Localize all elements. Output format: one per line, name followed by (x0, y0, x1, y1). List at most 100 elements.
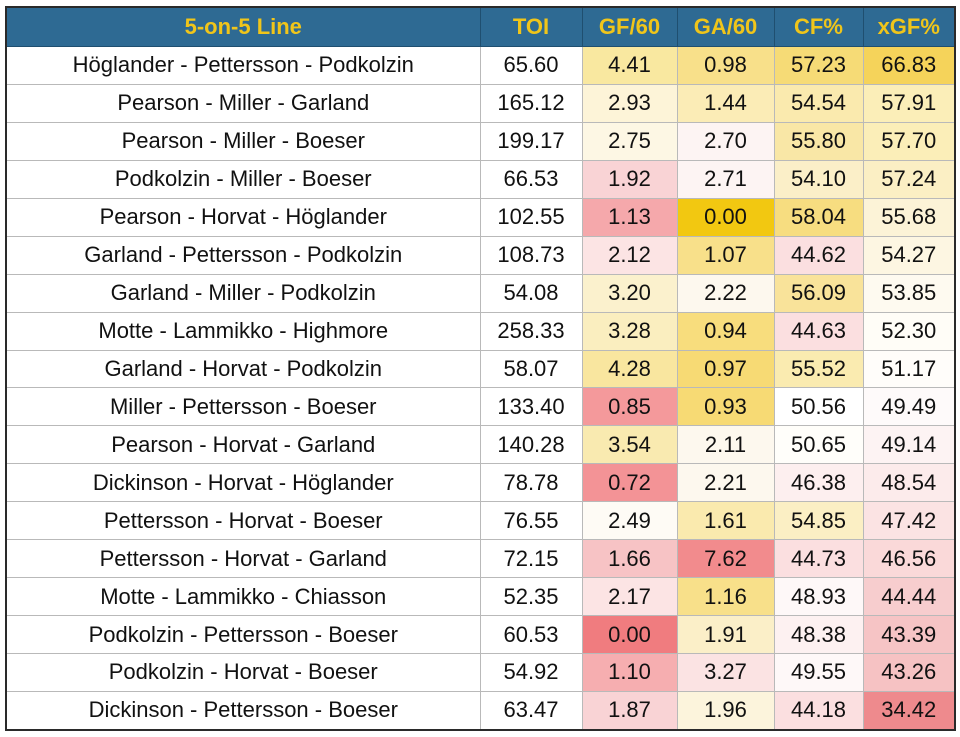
cf-cell: 44.62 (773, 235, 864, 275)
ga60-cell: 2.22 (676, 273, 775, 313)
table-row: Pearson - Miller - Garland 165.12 2.93 1.44… (5, 83, 956, 123)
table-row: Höglander - Pettersson - Podkolzin 65.60 4… (5, 46, 956, 85)
xgf-cell: 57.91 (862, 83, 956, 123)
toi-cell: 52.35 (479, 577, 583, 617)
xgf-cell: 44.44 (862, 577, 956, 617)
cf-cell: 54.85 (773, 501, 864, 541)
ga60-cell: 3.27 (676, 653, 775, 692)
toi-cell: 133.40 (479, 387, 583, 427)
ga60-cell: 1.16 (676, 577, 775, 617)
cf-cell: 44.63 (773, 311, 864, 351)
toi-cell: 60.53 (479, 615, 583, 654)
cf-cell: 50.56 (773, 387, 864, 427)
gf60-cell: 2.17 (581, 577, 678, 617)
ga60-cell: 1.61 (676, 501, 775, 541)
table-row: Podkolzin - Miller - Boeser 66.53 1.92 2.71… (5, 159, 956, 199)
line-cell: Garland - Miller - Podkolzin (5, 273, 481, 313)
ga60-cell: 2.71 (676, 159, 775, 199)
header-ga60: GA/60 (676, 6, 775, 47)
toi-cell: 65.60 (479, 46, 583, 85)
ga60-cell: 1.44 (676, 83, 775, 123)
cf-cell: 58.04 (773, 197, 864, 237)
gf60-cell: 0.00 (581, 615, 678, 654)
table-row: Garland - Miller - Podkolzin 54.08 3.20 2.2… (5, 273, 956, 313)
ga60-cell: 0.93 (676, 387, 775, 427)
line-cell: Garland - Pettersson - Podkolzin (5, 235, 481, 275)
gf60-cell: 3.28 (581, 311, 678, 351)
line-cell: Pettersson - Horvat - Garland (5, 539, 481, 579)
toi-cell: 76.55 (479, 501, 583, 541)
ga60-cell: 0.98 (676, 46, 775, 85)
ga60-cell: 2.11 (676, 425, 775, 465)
table-row: Pearson - Horvat - Garland 140.28 3.54 2.11… (5, 425, 956, 465)
toi-cell: 258.33 (479, 311, 583, 351)
gf60-cell: 3.54 (581, 425, 678, 465)
cf-cell: 56.09 (773, 273, 864, 313)
gf60-cell: 1.13 (581, 197, 678, 237)
toi-cell: 63.47 (479, 690, 583, 731)
toi-cell: 140.28 (479, 425, 583, 465)
gf60-cell: 4.28 (581, 349, 678, 389)
gf60-cell: 0.72 (581, 463, 678, 503)
line-stats-table: 5-on-5 Line TOI GF/60 GA/60 CF% xGF% Hög… (5, 6, 956, 731)
gf60-cell: 1.10 (581, 653, 678, 692)
xgf-cell: 43.39 (862, 615, 956, 654)
gf60-cell: 4.41 (581, 46, 678, 85)
line-cell: Dickinson - Pettersson - Boeser (5, 690, 481, 731)
ga60-cell: 0.94 (676, 311, 775, 351)
xgf-cell: 66.83 (862, 46, 956, 85)
table-row: Motte - Lammikko - Highmore 258.33 3.28 0.9… (5, 311, 956, 351)
gf60-cell: 2.75 (581, 121, 678, 161)
toi-cell: 54.08 (479, 273, 583, 313)
cf-cell: 50.65 (773, 425, 864, 465)
table-row: Pettersson - Horvat - Garland 72.15 1.66 7.… (5, 539, 956, 579)
xgf-cell: 52.30 (862, 311, 956, 351)
table-row: Dickinson - Horvat - Höglander 78.78 0.72 2… (5, 463, 956, 503)
line-cell: Höglander - Pettersson - Podkolzin (5, 46, 481, 85)
xgf-cell: 57.70 (862, 121, 956, 161)
ga60-cell: 0.00 (676, 197, 775, 237)
toi-cell: 78.78 (479, 463, 583, 503)
cf-cell: 44.73 (773, 539, 864, 579)
cf-cell: 49.55 (773, 653, 864, 692)
table-row: Pearson - Miller - Boeser 199.17 2.75 2.70 5… (5, 121, 956, 161)
gf60-cell: 3.20 (581, 273, 678, 313)
xgf-cell: 47.42 (862, 501, 956, 541)
toi-cell: 66.53 (479, 159, 583, 199)
cf-cell: 54.54 (773, 83, 864, 123)
table-row: Podkolzin - Pettersson - Boeser 60.53 0.00… (5, 615, 956, 654)
line-cell: Pearson - Horvat - Garland (5, 425, 481, 465)
table-row: Pearson - Horvat - Höglander 102.55 1.13 0.… (5, 197, 956, 237)
cf-cell: 57.23 (773, 46, 864, 85)
line-cell: Garland - Horvat - Podkolzin (5, 349, 481, 389)
table-row: Miller - Pettersson - Boeser 133.40 0.85 0.… (5, 387, 956, 427)
gf60-cell: 2.12 (581, 235, 678, 275)
gf60-cell: 2.93 (581, 83, 678, 123)
table-row: Garland - Horvat - Podkolzin 58.07 4.28 0.9… (5, 349, 956, 389)
cf-cell: 48.93 (773, 577, 864, 617)
xgf-cell: 49.14 (862, 425, 956, 465)
toi-cell: 108.73 (479, 235, 583, 275)
toi-cell: 58.07 (479, 349, 583, 389)
header-row: 5-on-5 Line TOI GF/60 GA/60 CF% xGF% (5, 6, 956, 47)
line-cell: Pearson - Miller - Garland (5, 83, 481, 123)
xgf-cell: 43.26 (862, 653, 956, 692)
gf60-cell: 1.66 (581, 539, 678, 579)
cf-cell: 54.10 (773, 159, 864, 199)
line-cell: Pearson - Miller - Boeser (5, 121, 481, 161)
ga60-cell: 2.21 (676, 463, 775, 503)
ga60-cell: 1.91 (676, 615, 775, 654)
xgf-cell: 48.54 (862, 463, 956, 503)
xgf-cell: 51.17 (862, 349, 956, 389)
table-row: Pettersson - Horvat - Boeser 76.55 2.49 1.6… (5, 501, 956, 541)
ga60-cell: 7.62 (676, 539, 775, 579)
gf60-cell: 1.92 (581, 159, 678, 199)
table-row: Garland - Pettersson - Podkolzin 108.73 2.… (5, 235, 956, 275)
line-cell: Miller - Pettersson - Boeser (5, 387, 481, 427)
line-cell: Podkolzin - Miller - Boeser (5, 159, 481, 199)
gf60-cell: 0.85 (581, 387, 678, 427)
toi-cell: 199.17 (479, 121, 583, 161)
cf-cell: 55.52 (773, 349, 864, 389)
header-cf: CF% (773, 6, 864, 47)
toi-cell: 102.55 (479, 197, 583, 237)
